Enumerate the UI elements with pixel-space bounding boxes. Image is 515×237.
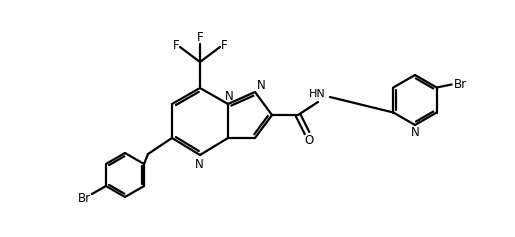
Text: Br: Br [77, 191, 91, 205]
Text: F: F [221, 38, 227, 51]
Text: F: F [173, 38, 179, 51]
Text: HN: HN [308, 89, 325, 99]
Text: O: O [304, 133, 314, 146]
Text: N: N [410, 127, 419, 140]
Text: N: N [195, 158, 203, 170]
Text: N: N [225, 90, 233, 102]
Text: N: N [256, 78, 265, 91]
Text: F: F [197, 31, 203, 44]
Text: Br: Br [454, 78, 467, 91]
